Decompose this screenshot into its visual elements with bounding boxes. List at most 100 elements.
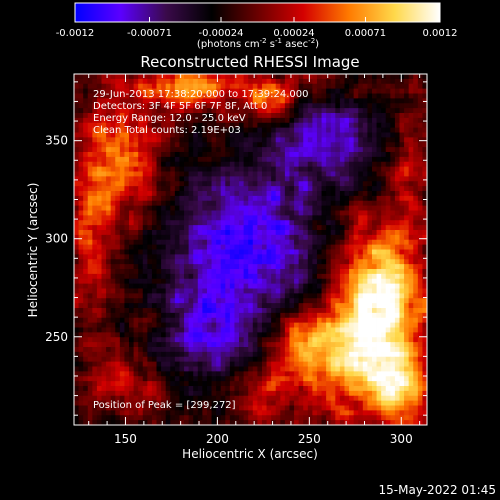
heatmap-cell — [129, 337, 134, 343]
heatmap-cell — [307, 210, 313, 216]
heatmap-cell — [165, 186, 171, 192]
heatmap-cell — [106, 205, 112, 211]
heatmap-cell — [252, 273, 258, 280]
heatmap-cell — [179, 195, 185, 202]
heatmap-cell — [316, 83, 322, 90]
heatmap-cell — [349, 332, 355, 338]
heatmap-cell — [225, 244, 231, 250]
heatmap-cell — [156, 147, 162, 153]
heatmap-cell — [371, 161, 377, 168]
heatmap-cell — [151, 176, 157, 182]
heatmap-cell — [78, 322, 84, 328]
heatmap-cell — [303, 205, 309, 211]
heatmap-cell — [165, 78, 171, 85]
heatmap-cell — [381, 264, 387, 270]
heatmap-cell — [362, 78, 368, 85]
heatmap-cell — [220, 132, 226, 138]
heatmap-cell — [257, 147, 263, 153]
heatmap-cell — [101, 215, 107, 221]
heatmap-cell — [115, 269, 121, 275]
heatmap-cell — [344, 161, 350, 168]
heatmap-cell — [344, 181, 350, 187]
heatmap-cell — [229, 269, 235, 275]
heatmap-cell — [211, 249, 217, 255]
heatmap-cell — [362, 161, 368, 168]
heatmap-cell — [289, 176, 295, 182]
heatmap-cell — [413, 317, 419, 324]
heatmap-cell — [298, 83, 304, 90]
heatmap-cell — [385, 234, 391, 241]
heatmap-cell — [133, 195, 139, 202]
heatmap-cell — [339, 108, 345, 114]
heatmap-cell — [266, 220, 272, 226]
heatmap-cell — [280, 225, 286, 231]
heatmap-cell — [129, 259, 134, 265]
heatmap-cell — [184, 239, 190, 246]
heatmap-cell — [174, 269, 180, 275]
heatmap-cell — [193, 303, 199, 309]
heatmap-cell — [129, 176, 134, 182]
heatmap-cell — [220, 215, 226, 221]
heatmap-cell — [101, 171, 107, 177]
heatmap-cell — [275, 342, 281, 348]
heatmap-cell — [170, 152, 176, 158]
heatmap-cell — [344, 283, 350, 289]
heatmap-cell — [330, 166, 336, 172]
heatmap-cell — [248, 147, 254, 153]
heatmap-cell — [83, 137, 89, 143]
heatmap-cell — [289, 142, 295, 148]
heatmap-cell — [413, 161, 419, 168]
heatmap-cell — [257, 195, 263, 202]
heatmap-cell — [422, 312, 427, 319]
heatmap-cell — [376, 234, 382, 241]
heatmap-cell — [280, 322, 286, 328]
heatmap-cell — [271, 210, 277, 216]
heatmap-cell — [367, 156, 373, 163]
heatmap-cell — [385, 181, 391, 187]
heatmap-cell — [129, 317, 134, 324]
heatmap-cell — [156, 200, 162, 207]
heatmap-cell — [225, 98, 231, 104]
heatmap-cell — [161, 244, 167, 250]
heatmap-cell — [303, 230, 309, 236]
heatmap-cell — [294, 93, 300, 99]
heatmap-cell — [248, 117, 254, 124]
heatmap-cell — [92, 225, 98, 231]
heatmap-cell — [280, 317, 286, 324]
heatmap-cell — [156, 156, 162, 163]
heatmap-cell — [92, 200, 98, 207]
heatmap-cell — [197, 176, 203, 182]
heatmap-cell — [289, 152, 295, 158]
heatmap-cell — [202, 181, 208, 187]
heatmap-cell — [96, 234, 102, 241]
heatmap-cell — [142, 264, 148, 270]
heatmap-cell — [78, 152, 84, 158]
heatmap-cell — [404, 200, 410, 207]
heatmap-cell — [358, 278, 364, 285]
heatmap-cell — [381, 322, 387, 328]
heatmap-cell — [211, 215, 217, 221]
heatmap-cell — [165, 181, 171, 187]
heatmap-cell — [156, 356, 162, 363]
heatmap-cell — [161, 293, 167, 299]
heatmap-cell — [261, 254, 267, 260]
heatmap-cell — [179, 332, 185, 338]
heatmap-cell — [193, 332, 199, 338]
heatmap-cell — [74, 152, 79, 158]
heatmap-cell — [202, 337, 208, 343]
heatmap-cell — [248, 312, 254, 319]
heatmap-cell — [87, 371, 93, 377]
heatmap-cell — [170, 127, 176, 133]
heatmap-cell — [371, 303, 377, 309]
heatmap-cell — [307, 161, 313, 168]
heatmap-cell — [321, 220, 327, 226]
heatmap-cell — [193, 181, 199, 187]
heatmap-cell — [376, 327, 382, 333]
heatmap-cell — [271, 332, 277, 338]
heatmap-cell — [298, 181, 304, 187]
heatmap-cell — [110, 351, 116, 358]
heatmap-cell — [193, 78, 199, 85]
heatmap-cell — [362, 293, 368, 299]
heatmap-cell — [349, 249, 355, 255]
heatmap-cell — [206, 386, 212, 392]
